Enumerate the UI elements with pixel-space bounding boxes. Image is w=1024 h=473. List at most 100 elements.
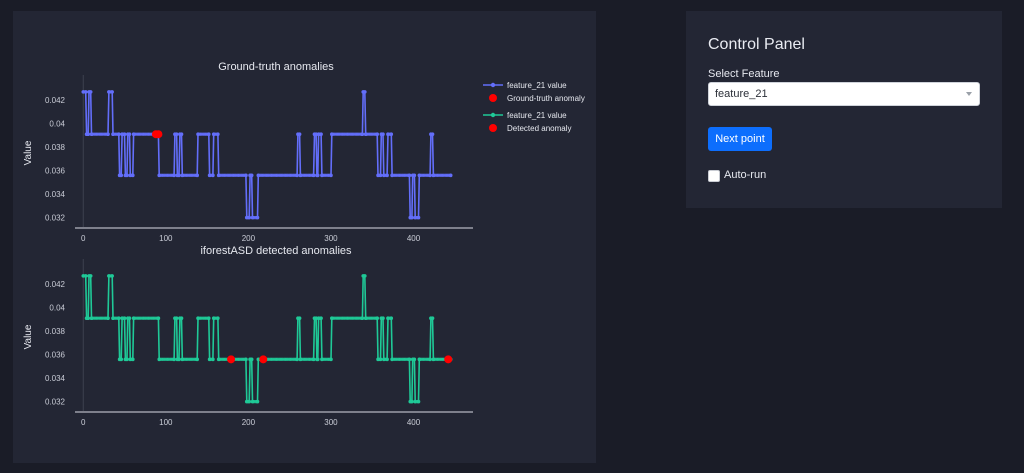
series-point [430,316,435,321]
series-point [119,357,124,362]
series-point [295,173,299,178]
subplot-1: Ground-truth anomalies Value 0 100 200 300 400… [23,61,585,243]
series-point [131,316,136,321]
series-point [106,316,110,321]
legend-line-marker [490,112,496,118]
series-point [389,132,394,137]
series-point [247,215,252,220]
charts-svg: Ground-truth anomalies Value 0 100 200 300 400… [23,61,585,427]
series-point [407,173,412,178]
feature-select[interactable]: feature_21 [708,82,980,106]
series-point [177,357,181,362]
series-point [216,357,221,362]
series-point [297,132,302,137]
series-point [180,173,185,178]
series-point [382,357,386,362]
series-point [250,399,255,404]
series-point [174,132,179,137]
series-point [330,132,334,137]
series-point [428,357,432,362]
series-point [386,132,390,137]
series-point [195,173,200,178]
anomaly-point [227,355,236,364]
series-point [110,90,114,94]
series-point [111,132,115,137]
legend-entry: Ground-truth anomaly [507,94,585,103]
series-point [386,316,390,321]
charts-card: Ground-truth anomalies Value 0 100 200 300 400… [13,11,596,463]
series-point [249,357,254,362]
y-axis-label: Value [23,324,34,349]
series-point [314,132,318,137]
series-point [89,316,94,321]
x-tick-label: 100 [159,418,173,427]
y-tick-label: 0.04 [49,120,65,129]
series-point [320,357,324,362]
series-point [195,357,200,362]
series-point [295,357,299,362]
select-feature-label: Select Feature [708,68,780,80]
legend-anomaly-marker [489,124,497,132]
series-point [206,132,211,137]
series-point [390,173,394,178]
series-point [88,274,93,278]
autorun-checkbox[interactable] [708,170,720,182]
series-point [329,357,333,362]
series-point [107,274,111,278]
x-tick-label: 400 [407,234,421,243]
series-point [410,215,414,220]
series-point [255,215,260,220]
series-point [319,132,323,137]
series-point [376,173,380,178]
series-point [244,399,249,404]
series-point [116,316,121,321]
series-point [131,132,136,137]
x-tick-label: 300 [324,418,338,427]
series-point [125,357,129,362]
series-point [131,173,135,178]
anomaly-point [154,130,163,139]
series-point [128,173,133,178]
next-point-button[interactable]: Next point [708,127,772,151]
series-point [376,357,380,362]
series-point [156,316,161,321]
series-line [83,275,451,403]
series-point [378,357,383,362]
series-point [412,357,417,362]
series-point [83,90,88,94]
series-point [244,357,248,362]
series-point [315,357,320,362]
series-point [180,357,185,362]
x-tick-label: 200 [242,234,256,243]
series-point [110,274,114,278]
y-axis-label: Value [23,140,34,165]
chevron-down-icon[interactable] [966,92,972,96]
series-point [125,173,129,178]
series-point [256,173,261,178]
y-tick-label: 0.038 [45,143,66,152]
series-point [298,357,303,362]
series-point [211,173,215,178]
series-point [428,173,432,178]
series-point [106,132,110,137]
y-tick-label: 0.036 [45,351,66,360]
control-panel: Control Panel Select Feature feature_21 … [686,11,1002,208]
y-tick-label: 0.038 [45,327,66,336]
series-point [311,173,316,178]
series-point [216,173,221,178]
series-point [177,173,181,178]
feature-select-value: feature_21 [715,88,768,100]
series-point [207,173,212,178]
series-point [128,357,133,362]
series-point [448,173,453,178]
series-point [120,132,124,137]
series-point [311,357,316,362]
chart-title: iforestASD detected anomalies [200,245,352,257]
series-point [389,316,394,321]
series-point [316,316,321,321]
series-point [431,173,436,178]
series-point [157,357,162,362]
anomaly-point [259,355,268,364]
series-point [413,215,417,220]
anomaly-point [444,355,453,364]
